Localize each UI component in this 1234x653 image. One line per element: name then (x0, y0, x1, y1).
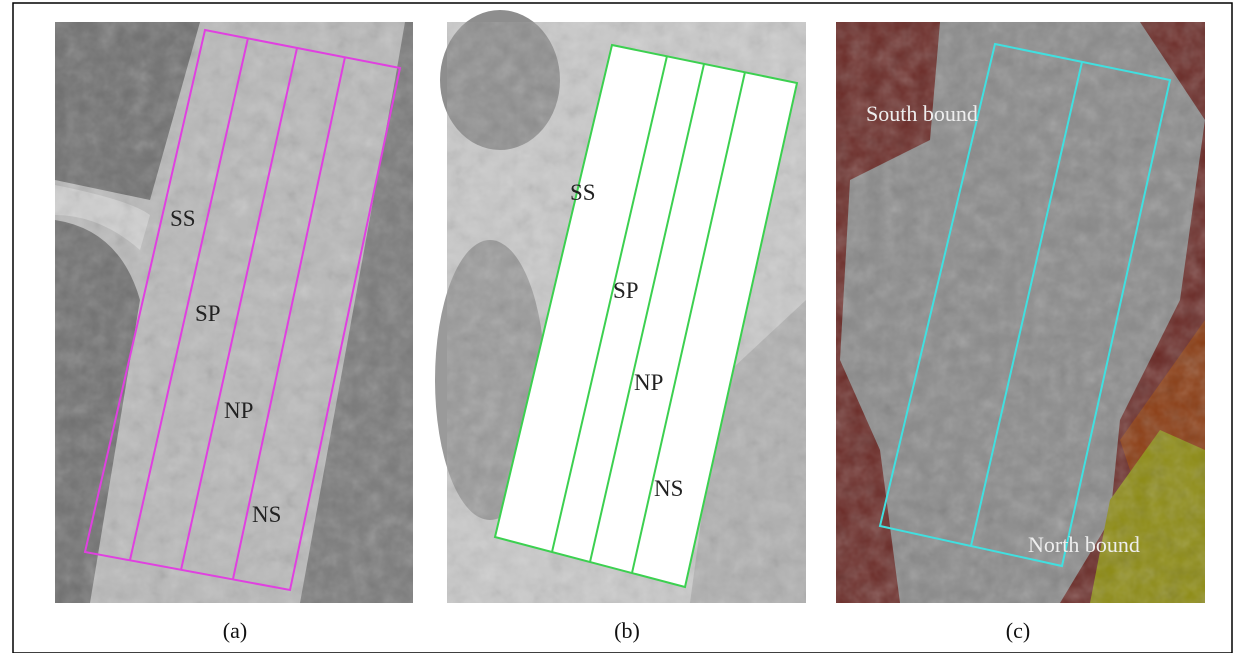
lane-label: SS (170, 206, 196, 231)
lane-label: NP (634, 370, 663, 395)
lane-label: NP (224, 398, 253, 423)
caption: (a) (223, 618, 247, 643)
panel-a: SS SP NP NS (a) (55, 22, 413, 643)
caption: (c) (1006, 618, 1030, 643)
caption: (b) (614, 618, 640, 643)
lane-label: NS (252, 502, 281, 527)
direction-label: South bound (866, 101, 978, 126)
lane-label: SP (613, 278, 639, 303)
lane-label: SS (570, 180, 596, 205)
lane-label: NS (654, 476, 683, 501)
direction-label: North bound (1028, 532, 1140, 557)
panel-b: SS SP NP NS (b) (435, 10, 806, 643)
lane-label: SP (195, 301, 221, 326)
panel-c: South bound North bound (c) (836, 22, 1205, 643)
figure: SS SP NP NS (a) SS SP NP NS (b) (0, 0, 1234, 653)
